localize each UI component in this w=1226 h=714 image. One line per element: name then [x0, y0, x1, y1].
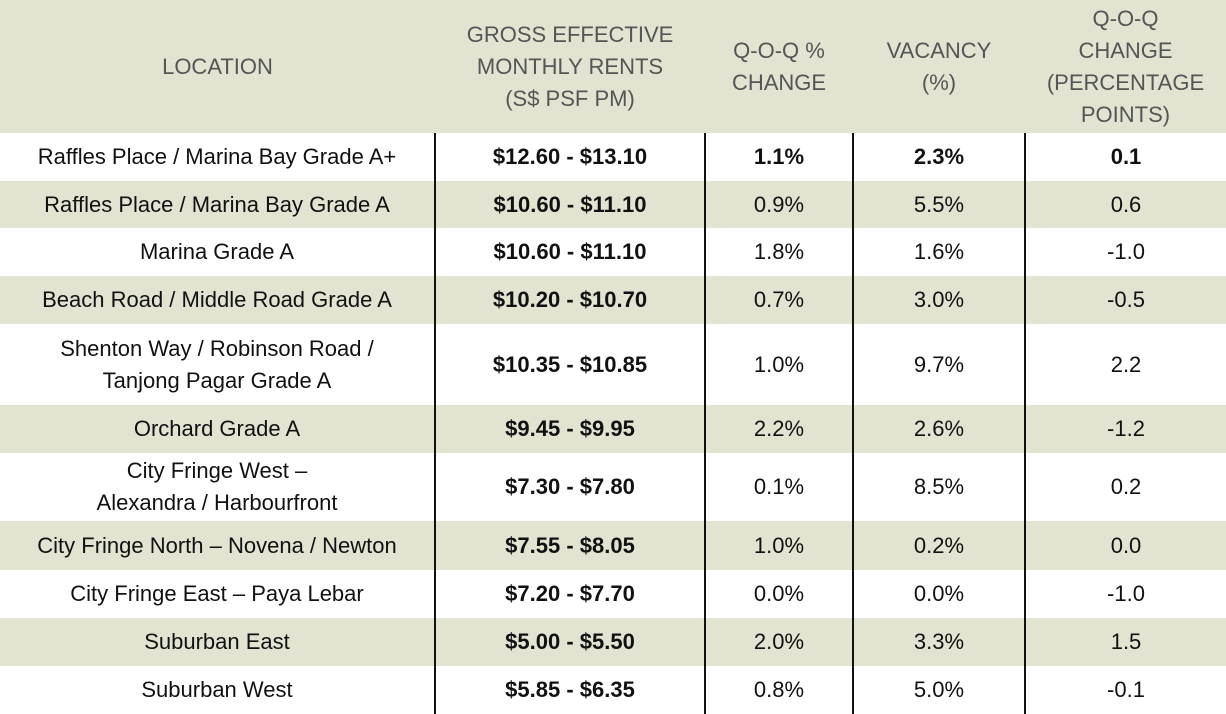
table-cell: 1.1% — [704, 133, 853, 181]
table-cell: 0.2 — [1024, 453, 1226, 521]
table-cell: $12.60 - $13.10 — [434, 133, 705, 181]
table-cell: $7.20 - $7.70 — [434, 570, 705, 618]
table-cell: City Fringe East – Paya Lebar — [70, 581, 364, 606]
table-row: Raffles Place / Marina Bay Grade A+ $12.6… — [0, 133, 1226, 181]
table-cell: $10.35 - $10.85 — [434, 324, 705, 405]
table-cell: 1.8% — [704, 228, 853, 276]
table-cell: 1.0% — [704, 521, 853, 570]
table-cell: -1.2 — [1024, 405, 1226, 453]
table-cell: 3.3% — [852, 618, 1025, 666]
table-cell: 2.3% — [852, 133, 1025, 181]
header-row: LOCATION GROSS EFFECTIVE MONTHLY RENTS (S… — [0, 0, 1226, 133]
table-row: Suburban East $5.00 - $5.50 2.0% 3.3% 1.5 — [0, 618, 1226, 666]
table-cell: $10.20 - $10.70 — [434, 276, 705, 324]
table-row: Suburban West $5.85 - $6.35 0.8% 5.0% -0.1 — [0, 666, 1226, 714]
table-row: Marina Grade A $10.60 - $11.10 1.8% 1.6% -1.… — [0, 228, 1226, 276]
table-cell: $10.60 - $11.10 — [434, 228, 705, 276]
table-cell: 0.0 — [1024, 521, 1226, 570]
table-cell: 2.2 — [1024, 324, 1226, 405]
table-cell: $5.00 - $5.50 — [434, 618, 705, 666]
table-row: City Fringe North – Novena / Newton $7.55… — [0, 521, 1226, 570]
table-cell: Shenton Way / Robinson Road / Tanjong Pa… — [60, 335, 374, 393]
table-cell: Orchard Grade A — [0, 405, 435, 453]
table-cell: 1.0% — [704, 324, 853, 405]
table-cell: 0.9% — [704, 181, 853, 228]
table-cell: 0.0% — [852, 570, 1025, 618]
table-cell: Suburban East — [0, 618, 435, 666]
table-cell: 3.0% — [852, 276, 1025, 324]
table-cell: City Fringe West – Alexandra / Harbourfr… — [96, 458, 338, 515]
table-cell: $9.45 - $9.95 — [434, 405, 705, 453]
table-cell: Beach Road / Middle Road Grade A — [0, 276, 435, 324]
table-cell: 9.7% — [852, 324, 1025, 405]
table-cell: 2.2% — [704, 405, 853, 453]
table-cell: 0.0% — [704, 570, 853, 618]
table-cell: $7.30 - $7.80 — [434, 453, 705, 521]
table-cell: 0.7% — [704, 276, 853, 324]
table-cell: 2.6% — [852, 405, 1025, 453]
table-cell: 5.0% — [852, 666, 1025, 714]
header-cell: GROSS EFFECTIVE MONTHLY RENTS (S$ PSF PM… — [435, 0, 705, 133]
table-cell: $5.85 - $6.35 — [434, 666, 705, 714]
table-cell: -1.0 — [1024, 228, 1226, 276]
table-header: LOCATION GROSS EFFECTIVE MONTHLY RENTS (S… — [0, 0, 1226, 133]
table-cell: 1.6% — [852, 228, 1025, 276]
header-cell: Q-O-Q CHANGE (PERCENTAGE POINTS) — [1025, 0, 1226, 133]
table-cell: Raffles Place / Marina Bay Grade A+ — [37, 144, 397, 169]
table-cell: 0.1% — [704, 453, 853, 521]
table-cell: 5.5% — [852, 181, 1025, 228]
table-cell: $7.55 - $8.05 — [434, 521, 705, 570]
table-cell: $10.60 - $11.10 — [434, 181, 705, 228]
table-row: Beach Road / Middle Road Grade A $10.20 -… — [0, 276, 1226, 324]
table-cell: City Fringe North – Novena / Newton — [0, 521, 435, 570]
header-cell: LOCATION — [0, 0, 435, 133]
table-row: Raffles Place / Marina Bay Grade A $10.60… — [0, 181, 1226, 228]
table-cell: -1.0 — [1024, 570, 1226, 618]
table-cell: 0.8% — [704, 666, 853, 714]
table-cell: 0.2% — [852, 521, 1025, 570]
header-cell: VACANCY (%) — [853, 0, 1025, 133]
table-row: City Fringe East – Paya Lebar $7.20 - $7.… — [0, 570, 1226, 618]
table-body: Raffles Place / Marina Bay Grade A+ $12.6… — [0, 133, 1226, 714]
table-cell: 0.6 — [1024, 181, 1226, 228]
table-cell: 8.5% — [852, 453, 1025, 521]
table-cell: 1.5 — [1024, 618, 1226, 666]
header-cell: Q-O-Q % CHANGE — [705, 0, 853, 133]
table-row: Shenton Way / Robinson Road / Tanjong Pa… — [0, 324, 1226, 405]
table-cell: -0.1 — [1024, 666, 1226, 714]
table-cell: 2.0% — [704, 618, 853, 666]
table-cell: Suburban West — [141, 677, 293, 702]
table-cell: -0.5 — [1024, 276, 1226, 324]
table-cell: Marina Grade A — [139, 239, 295, 264]
table-cell: Raffles Place / Marina Bay Grade A — [0, 181, 435, 228]
table-row: Orchard Grade A $9.45 - $9.95 2.2% 2.6% -1.2 — [0, 405, 1226, 453]
table-row: City Fringe West – Alexandra / Harbourfr… — [0, 453, 1226, 521]
table-cell: 0.1 — [1024, 133, 1226, 181]
